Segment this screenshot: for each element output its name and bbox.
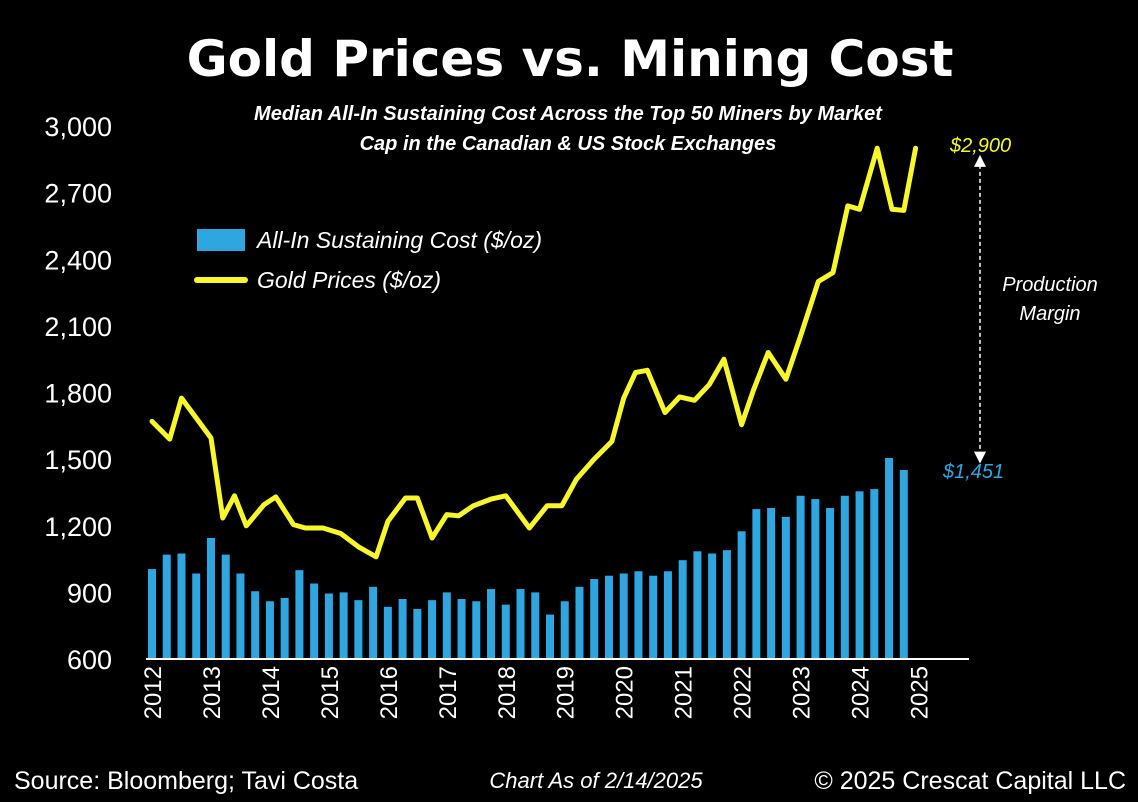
y-tick-label: 900 bbox=[67, 578, 112, 608]
y-tick-label: 2,400 bbox=[44, 245, 112, 275]
cost-bar bbox=[575, 586, 584, 659]
chart-date-text: Chart As of 2/14/2025 bbox=[489, 768, 703, 793]
cost-bar bbox=[516, 589, 525, 659]
cost-bar bbox=[899, 470, 908, 659]
cost-bar bbox=[604, 575, 613, 659]
legend: All-In Sustaining Cost ($/oz) Gold Price… bbox=[194, 227, 542, 293]
x-tick-label: 2012 bbox=[140, 666, 167, 719]
production-margin-arrow bbox=[974, 154, 986, 464]
x-tick-label: 2024 bbox=[848, 666, 875, 719]
cost-bar bbox=[383, 606, 392, 659]
cost-bar bbox=[693, 551, 702, 659]
y-tick-label: 2,100 bbox=[44, 312, 112, 342]
margin-arrow-head-down bbox=[974, 451, 986, 464]
x-tick-label: 2016 bbox=[376, 666, 403, 719]
cost-bar bbox=[767, 507, 776, 659]
cost-bar bbox=[531, 592, 540, 659]
y-tick-label: 1,800 bbox=[44, 379, 112, 409]
cost-bar bbox=[634, 571, 643, 659]
cost-bar bbox=[236, 573, 245, 659]
cost-bar bbox=[619, 573, 628, 659]
cost-bar bbox=[885, 458, 894, 659]
cost-bar bbox=[649, 575, 658, 659]
x-tick-label: 2017 bbox=[435, 666, 462, 719]
y-tick-label: 2,700 bbox=[44, 179, 112, 209]
cost-bar bbox=[442, 592, 451, 659]
cost-bar bbox=[560, 601, 569, 659]
margin-label-line1: Production bbox=[1002, 274, 1098, 296]
legend-label-cost: All-In Sustaining Cost ($/oz) bbox=[255, 227, 542, 253]
copyright-text: © 2025 Crescat Capital LLC bbox=[814, 767, 1126, 795]
x-tick-label: 2019 bbox=[553, 666, 580, 719]
x-tick-label: 2013 bbox=[199, 666, 226, 719]
y-axis: 3,000 2,700 2,400 2,100 1,800 1,500 1,200 900 60… bbox=[44, 112, 112, 675]
cost-end-label: $1,451 bbox=[942, 461, 1004, 483]
cost-bar bbox=[811, 499, 820, 659]
cost-bar bbox=[310, 583, 319, 659]
cost-bar bbox=[428, 600, 437, 659]
x-axis: 2012 2013 2014 2015 2016 2017 2018 2019 2020 2021… bbox=[140, 666, 934, 719]
cost-bar bbox=[472, 601, 481, 659]
x-tick-label: 2021 bbox=[671, 666, 698, 719]
legend-label-gold: Gold Prices ($/oz) bbox=[257, 267, 441, 293]
cost-bar bbox=[678, 560, 687, 659]
cost-bar bbox=[487, 589, 496, 659]
x-tick-label: 2018 bbox=[494, 666, 521, 719]
margin-arrow-head-up bbox=[974, 154, 986, 167]
cost-bar bbox=[280, 597, 289, 659]
cost-bar bbox=[501, 604, 510, 659]
x-tick-label: 2015 bbox=[317, 666, 344, 719]
chart-title: Gold Prices vs. Mining Cost bbox=[187, 30, 954, 88]
cost-bar bbox=[708, 553, 717, 659]
x-tick-label: 2022 bbox=[730, 666, 757, 719]
cost-bar bbox=[398, 599, 407, 659]
cost-bar bbox=[840, 495, 849, 659]
margin-label-line2: Margin bbox=[1019, 303, 1080, 325]
cost-bar bbox=[457, 599, 466, 659]
cost-bar bbox=[162, 554, 171, 659]
cost-bar bbox=[192, 573, 201, 659]
x-tick-label: 2020 bbox=[612, 666, 639, 719]
cost-bar bbox=[722, 550, 731, 659]
cost-bar bbox=[590, 579, 599, 659]
y-tick-label: 3,000 bbox=[44, 112, 112, 142]
chart-subtitle-line1: Median All-In Sustaining Cost Across the… bbox=[254, 103, 883, 125]
cost-bar bbox=[251, 591, 260, 659]
cost-bar bbox=[324, 593, 333, 659]
cost-bar bbox=[796, 495, 805, 659]
cost-bar bbox=[855, 491, 864, 659]
legend-swatch-cost bbox=[197, 229, 245, 251]
cost-bar bbox=[148, 569, 156, 659]
x-tick-label: 2023 bbox=[789, 666, 816, 719]
gold-end-label: $2,900 bbox=[949, 135, 1011, 157]
cost-bar bbox=[354, 600, 363, 659]
cost-bars bbox=[148, 458, 908, 659]
cost-bar bbox=[177, 553, 186, 659]
cost-bar bbox=[413, 609, 422, 659]
x-tick-label: 2025 bbox=[907, 666, 934, 719]
cost-bar bbox=[752, 509, 761, 659]
cost-bar bbox=[339, 592, 348, 659]
cost-bar bbox=[206, 537, 215, 659]
x-tick-label: 2014 bbox=[258, 666, 285, 719]
chart-subtitle-line2: Cap in the Canadian & US Stock Exchanges bbox=[360, 133, 777, 155]
cost-bar bbox=[663, 571, 672, 659]
cost-bar bbox=[265, 601, 274, 659]
cost-bar bbox=[737, 531, 746, 659]
gold-price-line-layer bbox=[149, 145, 919, 560]
cost-bar bbox=[221, 554, 230, 659]
y-tick-label: 1,500 bbox=[44, 445, 112, 475]
gold-price-line bbox=[149, 145, 919, 560]
cost-bar bbox=[870, 489, 879, 659]
cost-bar bbox=[826, 507, 835, 659]
cost-bar bbox=[369, 586, 378, 659]
cost-bar bbox=[295, 570, 304, 659]
cost-bar bbox=[781, 516, 790, 659]
cost-bar bbox=[546, 614, 554, 659]
y-tick-label: 1,200 bbox=[44, 512, 112, 542]
source-text: Source: Bloomberg; Tavi Costa bbox=[14, 767, 358, 795]
y-tick-label: 600 bbox=[67, 645, 112, 675]
